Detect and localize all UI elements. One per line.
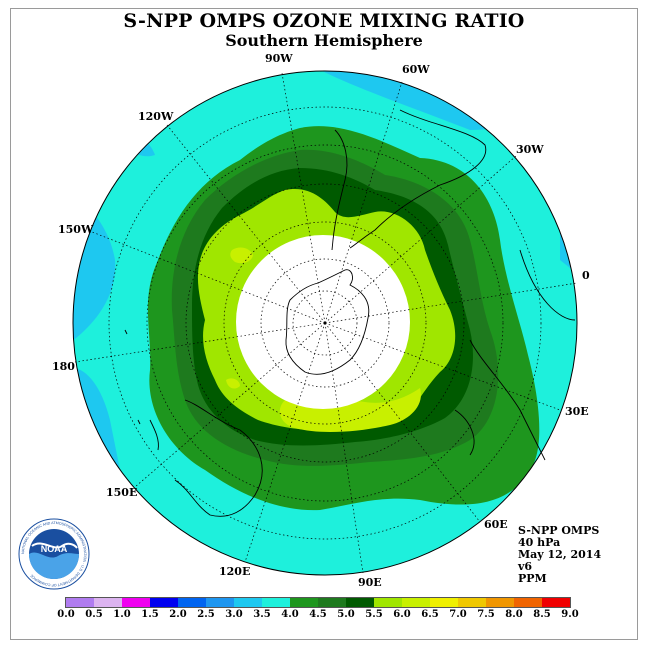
colorbar-tick-label: 4.5 (309, 609, 327, 620)
noaa-logo: NOAA NATIONAL OCEANIC AND ATMOSPHERIC AD… (18, 518, 90, 590)
colorbar-tick-label: 2.5 (197, 609, 215, 620)
colorbar-tick-label: 7.5 (477, 609, 495, 620)
lon-label-0: 0 (582, 269, 590, 282)
colorbar-tick-label: 8.5 (533, 609, 551, 620)
colorbar-tick-label: 6.5 (421, 609, 439, 620)
lon-label-30w: 30W (516, 143, 544, 156)
colorbar-tick-label: 7.0 (449, 609, 467, 620)
africa-coastline (469, 249, 576, 461)
level-3.0-region-nw (110, 129, 155, 157)
colorbar-swatch (486, 598, 514, 607)
lon-label-150w: 150W (58, 223, 94, 236)
lon-label-60e: 60E (484, 518, 508, 531)
colorbar-tick-label: 5.5 (365, 609, 383, 620)
level-6.0-patch-west (230, 247, 253, 264)
new-zealand-coastline (149, 419, 159, 451)
antarctica-coastline (285, 269, 370, 375)
colorbar-tick-label: 5.0 (337, 609, 355, 620)
colorbar-swatch (318, 598, 346, 607)
map-subtitle: Southern Hemisphere (225, 31, 423, 50)
info-level: 40 hPa (518, 536, 561, 549)
colorbar-swatch (430, 598, 458, 607)
colorbar-tick-label: 0.5 (85, 609, 103, 620)
info-instrument: S-NPP OMPS (518, 524, 600, 537)
island-dot-2 (137, 419, 141, 425)
colorbar-tick-label: 3.5 (253, 609, 271, 620)
lon-label-90w: 90W (265, 52, 293, 65)
australia-coastline (174, 399, 263, 517)
colorbar-tick-label: 8.0 (505, 609, 523, 620)
colorbar (65, 597, 571, 608)
info-units: PPM (518, 572, 547, 585)
colorbar-swatch (374, 598, 402, 607)
level-6.0-patch-sw (226, 378, 240, 389)
map-boundary (72, 70, 578, 576)
lon-label-180: 180 (52, 360, 75, 373)
info-date: May 12, 2014 (518, 548, 602, 561)
lon-label-90e: 90E (358, 576, 382, 589)
colorbar-swatch (122, 598, 150, 607)
colorbar-tick-label: 0.0 (57, 609, 75, 620)
meridians (74, 72, 578, 574)
latitude-circles (108, 106, 542, 540)
colorbar-swatch (178, 598, 206, 607)
noaa-logo-text: NOAA (41, 544, 68, 554)
colorbar-swatch (66, 598, 94, 607)
colorbar-swatch (514, 598, 542, 607)
south-america-coastline (331, 129, 348, 251)
island-dot (124, 329, 128, 335)
lon-label-150e: 150E (106, 486, 138, 499)
colorbar-swatch (234, 598, 262, 607)
madagascar-coastline (454, 409, 475, 456)
colorbar-swatch (346, 598, 374, 607)
colorbar-swatch (206, 598, 234, 607)
map-title: S-NPP OMPS OZONE MIXING RATIO (123, 10, 525, 32)
colorbar-tick-label: 1.0 (113, 609, 131, 620)
colorbar-swatch (262, 598, 290, 607)
lon-label-30e: 30E (565, 405, 589, 418)
colorbar-swatch (402, 598, 430, 607)
figure-frame (10, 8, 638, 640)
lon-label-60w: 60W (402, 63, 430, 76)
polar-no-data-cap (236, 235, 410, 409)
colorbar-tick-label: 2.0 (169, 609, 187, 620)
colorbar-swatch (290, 598, 318, 607)
info-version: v6 (518, 560, 533, 573)
lon-label-120w: 120W (138, 110, 174, 123)
colorbar-swatch (458, 598, 486, 607)
colorbar-swatch (150, 598, 178, 607)
colorbar-tick-label: 3.0 (225, 609, 243, 620)
lon-label-120e: 120E (219, 565, 251, 578)
colorbar-tick-label: 1.5 (141, 609, 159, 620)
info-block: S-NPP OMPS 40 hPa May 12, 2014 v6 PPM (518, 525, 601, 585)
colorbar-swatch (542, 598, 570, 607)
colorbar-tick-label: 6.0 (393, 609, 411, 620)
south-pole-marker (323, 321, 327, 325)
south-america-east-coastline (349, 109, 487, 249)
coastlines (124, 109, 576, 517)
colorbar-tick-label: 9.0 (561, 609, 579, 620)
colorbar-tick-label: 4.0 (281, 609, 299, 620)
colorbar-swatch (94, 598, 122, 607)
